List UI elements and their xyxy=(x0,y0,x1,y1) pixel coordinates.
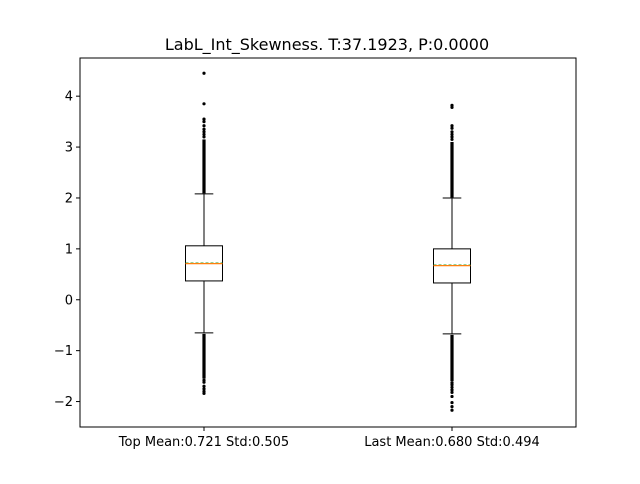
x-axis: Top Mean:0.721 Std:0.505 Last Mean:0.680 … xyxy=(118,427,540,450)
outlier-point xyxy=(450,126,454,130)
outlier-point xyxy=(202,124,206,128)
outlier-point xyxy=(450,103,454,107)
y-tick-label: 0 xyxy=(65,293,73,308)
outlier-point xyxy=(450,394,454,399)
outlier-point xyxy=(202,117,206,121)
outlier-point xyxy=(202,120,206,124)
outlier-point xyxy=(450,388,454,392)
box-group xyxy=(185,71,223,396)
outlier-point xyxy=(202,132,206,136)
outlier-point xyxy=(202,391,206,396)
y-axis: −2 −1 0 1 2 3 4 xyxy=(54,90,80,410)
outlier-band xyxy=(450,141,454,198)
y-tick-label: 1 xyxy=(65,242,73,257)
outlier-point xyxy=(202,380,206,384)
outlier-point xyxy=(202,387,206,391)
outlier-point xyxy=(450,400,454,405)
outlier-point xyxy=(450,132,454,136)
box-group xyxy=(433,103,471,412)
plot-frame xyxy=(79,57,577,428)
y-tick-label: 4 xyxy=(65,90,73,105)
outlier-point xyxy=(450,137,454,142)
y-tick-label: 2 xyxy=(65,191,73,206)
outlier-point xyxy=(202,130,206,134)
y-tick-label: −1 xyxy=(54,344,73,359)
chart-title: LabL_Int_Skewness. T:37.1923, P:0.0000 xyxy=(165,35,489,55)
outlier-point xyxy=(450,385,454,389)
outlier-band xyxy=(202,333,206,379)
y-tick-label: 3 xyxy=(65,141,73,156)
outlier-band xyxy=(202,139,206,194)
outlier-point xyxy=(202,135,206,139)
outlier-point xyxy=(450,135,454,139)
outlier-point xyxy=(450,408,454,412)
x-tick-label: Last Mean:0.680 Std:0.494 xyxy=(364,435,540,450)
outlier-point xyxy=(450,390,454,394)
outlier-point xyxy=(450,124,454,128)
y-tick-label: −2 xyxy=(54,395,73,410)
outlier-point xyxy=(202,102,206,106)
outlier-point xyxy=(202,127,206,131)
plot-area xyxy=(185,71,471,412)
outlier-point xyxy=(450,405,454,409)
outlier-point xyxy=(450,383,454,387)
outlier-point xyxy=(450,130,454,134)
outlier-band xyxy=(450,334,454,382)
x-tick-label: Top Mean:0.721 Std:0.505 xyxy=(118,435,289,450)
outlier-point xyxy=(202,384,206,388)
outlier-point xyxy=(202,71,206,75)
